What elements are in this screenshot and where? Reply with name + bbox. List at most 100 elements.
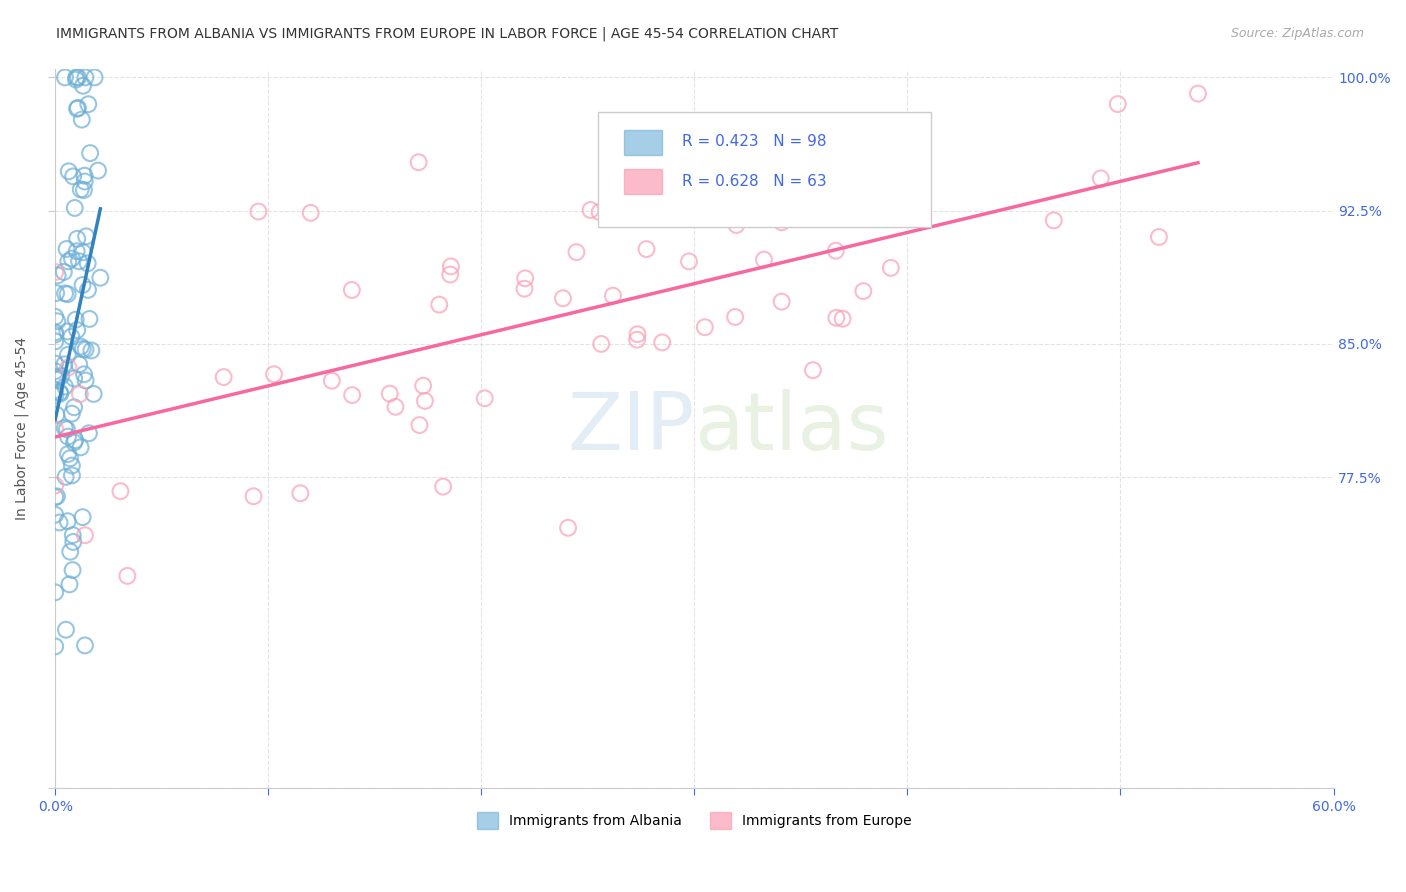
Text: atlas: atlas: [695, 389, 889, 467]
Point: [60, 330, 83, 344]
Point: [45, 286, 67, 301]
Point: [636, 242, 658, 256]
Point: [53, 70, 76, 85]
Point: [588, 205, 610, 219]
Point: [56, 287, 79, 301]
Point: [62, 563, 84, 577]
Point: [242, 489, 264, 503]
Point: [72, 78, 94, 93]
Point: [212, 370, 235, 384]
Point: [340, 283, 363, 297]
Point: [44, 325, 66, 339]
Point: [408, 418, 430, 433]
Point: [263, 368, 285, 382]
Point: [77, 426, 100, 441]
Point: [75, 374, 97, 388]
Point: [52, 265, 75, 279]
Point: [55, 470, 77, 484]
Point: [45, 408, 67, 422]
Point: [900, 195, 922, 210]
Point: [63, 201, 86, 215]
Point: [89, 270, 111, 285]
Point: [63, 401, 86, 415]
Point: [408, 155, 430, 169]
Point: [63, 371, 86, 385]
Point: [67, 254, 90, 268]
Point: [73, 174, 96, 188]
Point: [44, 357, 66, 371]
Point: [77, 97, 100, 112]
Point: [44, 327, 66, 342]
Point: [44, 422, 66, 436]
Point: [117, 569, 139, 583]
Point: [66, 102, 89, 116]
Point: [65, 312, 87, 326]
Point: [551, 291, 574, 305]
Point: [49, 385, 72, 400]
Point: [735, 200, 758, 214]
Point: [53, 379, 76, 393]
Point: [432, 480, 454, 494]
Point: [384, 400, 406, 414]
Point: [44, 478, 66, 492]
Point: [46, 268, 69, 283]
Point: [66, 232, 89, 246]
Point: [44, 334, 66, 349]
Point: [44, 508, 66, 522]
Point: [1187, 87, 1209, 101]
Point: [63, 434, 86, 448]
Point: [65, 70, 87, 85]
Point: [48, 516, 70, 530]
Point: [73, 183, 96, 197]
Point: [51, 368, 73, 383]
Point: [58, 164, 80, 178]
Point: [678, 254, 700, 268]
Point: [67, 358, 90, 372]
Point: [880, 260, 903, 275]
Point: [60, 407, 83, 421]
Point: [75, 70, 97, 85]
Point: [852, 284, 875, 298]
Point: [60, 468, 83, 483]
Point: [474, 392, 496, 406]
FancyBboxPatch shape: [599, 112, 931, 227]
Point: [626, 333, 648, 347]
Point: [1042, 213, 1064, 227]
Point: [46, 489, 69, 503]
Point: [79, 146, 101, 161]
Text: ZIP: ZIP: [567, 389, 695, 467]
Point: [58, 254, 80, 268]
Point: [62, 169, 84, 184]
Point: [340, 388, 363, 402]
Point: [378, 386, 401, 401]
Point: [56, 422, 79, 436]
Point: [56, 325, 79, 339]
Point: [73, 368, 96, 382]
Point: [513, 282, 536, 296]
Point: [557, 521, 579, 535]
Point: [53, 421, 76, 435]
Point: [62, 528, 84, 542]
Point: [69, 182, 91, 196]
Point: [770, 294, 793, 309]
Point: [87, 163, 110, 178]
Point: [724, 310, 747, 324]
Point: [44, 310, 66, 324]
Point: [70, 112, 93, 127]
Text: R = 0.423   N = 98: R = 0.423 N = 98: [682, 135, 827, 149]
Point: [56, 514, 79, 528]
Point: [46, 314, 69, 328]
Point: [55, 242, 77, 256]
Point: [725, 218, 748, 232]
Point: [77, 283, 100, 297]
Point: [83, 387, 105, 401]
Point: [59, 451, 82, 466]
Point: [299, 206, 322, 220]
Point: [825, 310, 848, 325]
Point: [58, 577, 80, 591]
Point: [72, 245, 94, 260]
Point: [591, 337, 613, 351]
Point: [412, 378, 434, 392]
Point: [790, 145, 813, 159]
Point: [75, 343, 97, 357]
